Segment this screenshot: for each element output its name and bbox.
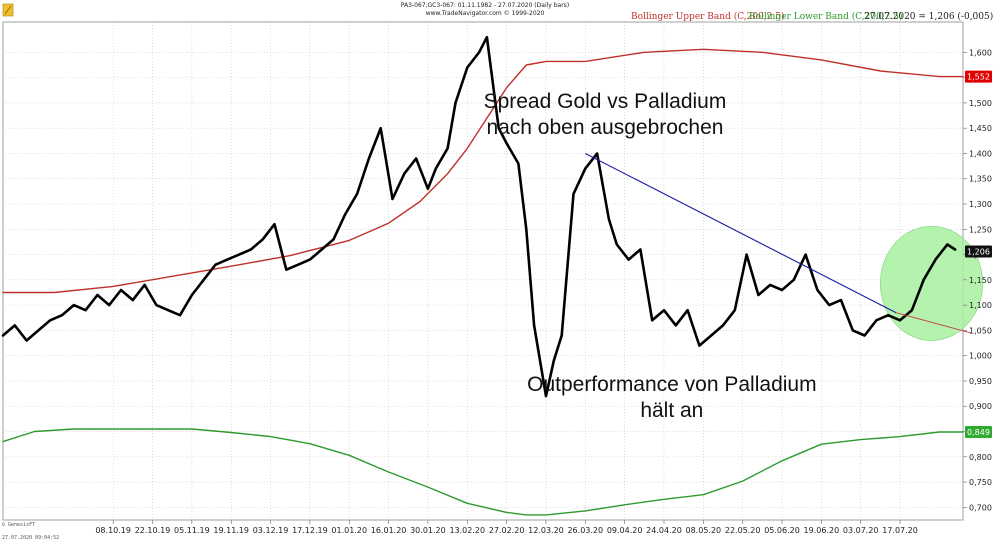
x-tick-label: 03.07.20 [843, 526, 879, 535]
footer-brand: © GenesisFT [2, 522, 35, 528]
x-tick-label: 30.01.20 [410, 526, 446, 535]
x-tick-label: 05.06.20 [764, 526, 800, 535]
logo-icon [2, 3, 14, 17]
y-tick-label: 1,500 [969, 99, 992, 108]
chart-header: PA3-067,GC3-067: 01.11.1982 - 27.07.2020… [401, 2, 569, 17]
annotation-1: Spread Gold vs Palladium nach oben ausgeb… [484, 90, 727, 139]
x-tick-label: 12.03.20 [528, 526, 564, 535]
resistance-trendline [585, 152, 897, 314]
y-tick-label: 1,400 [969, 149, 992, 158]
price-line [1, 35, 957, 398]
y-tick-label: 0,700 [969, 503, 992, 512]
header-symbol-line: PA3-067,GC3-067: 01.11.1982 - 27.07.2020… [401, 2, 569, 9]
y-tick-label: 0,800 [969, 453, 992, 462]
breakout-highlight [879, 225, 984, 341]
x-tick-label: 08.10.19 [95, 526, 131, 535]
x-tick-label: 16.01.20 [371, 526, 407, 535]
x-tick-label: 01.01.20 [331, 526, 367, 535]
annotation-line: Spread Gold vs Palladium [484, 90, 727, 113]
footer: © GenesisFT 27.07.2020 09:04:52 [2, 522, 59, 541]
x-tick-label: 22.10.19 [135, 526, 171, 535]
x-tick-label: 09.04.20 [607, 526, 643, 535]
x-tick-label: 03.12.19 [253, 526, 289, 535]
x-tick-label: 22.05.20 [725, 526, 761, 535]
legend-last-value: 27.07.2020 = 1,206 (-0,005) [864, 11, 993, 22]
y-tick-label: 0,750 [969, 478, 992, 487]
x-axis: 08.10.19 22.10.19 05.11.19 19.11.19 03.12.19… [95, 520, 918, 535]
trendlines [585, 152, 971, 334]
x-tick-label: 08.05.20 [686, 526, 722, 535]
y-tick-label: 1,000 [969, 352, 992, 361]
annotation-line: hält an [640, 399, 703, 422]
y-tick-label: 1,150 [969, 276, 992, 285]
x-tick-label: 13.02.20 [449, 526, 485, 535]
y-tick-label: 1,250 [969, 225, 992, 234]
y-tick-label: 0,950 [969, 377, 992, 386]
value-badge [965, 245, 992, 258]
annotations: Spread Gold vs Palladium nach oben ausgeb… [484, 90, 817, 422]
annotation-line: Outperformance von Palladium [527, 373, 816, 396]
x-tick-label: 17.12.19 [292, 526, 328, 535]
y-tick-label: 1,300 [969, 200, 992, 209]
footer-timestamp: 27.07.2020 09:04:52 [2, 535, 59, 541]
value-badge-label: 1,206 [967, 248, 990, 257]
legend-lower-band: Bollinger Lower Band (C,200,2.5) [749, 11, 903, 22]
grid [2, 21, 964, 521]
x-tick-label: 05.11.19 [174, 526, 210, 535]
y-tick-label: 0,900 [969, 402, 992, 411]
x-tick-label: 17.07.20 [882, 526, 918, 535]
value-badge-label: 0,849 [967, 428, 990, 437]
legend: Bollinger Upper Band (C,200,2.5) Bolling… [631, 11, 993, 22]
x-tick-label: 27.02.20 [489, 526, 525, 535]
lower-band-line [2, 428, 964, 516]
x-tick-label: 24.04.20 [646, 526, 682, 535]
legend-upper-band: Bollinger Upper Band (C,200,2.5) [631, 11, 785, 22]
x-tick-label: 19.06.20 [804, 526, 840, 535]
value-badge [965, 426, 992, 439]
annotation-line: nach oben ausgebrochen [486, 116, 723, 139]
annotation-2: Outperformance von Palladium hält an [527, 373, 816, 422]
value-badge-label: 1,552 [967, 73, 990, 82]
trendline-extension [895, 312, 971, 334]
value-badges: 1,552 1,206 0,849 [965, 70, 992, 439]
y-tick-label: 1,450 [969, 124, 992, 133]
upper-band-line [2, 48, 964, 294]
y-tick-label: 1,050 [969, 326, 992, 335]
series [1, 35, 964, 516]
y-tick-label: 1,600 [969, 48, 992, 57]
y-tick-label: 1,350 [969, 175, 992, 184]
y-axis: 0,7000,7500,8000,8500,9000,9501,0001,050… [963, 48, 992, 512]
value-badge [965, 70, 992, 83]
x-tick-label: 19.11.19 [213, 526, 249, 535]
y-tick-label: 1,100 [969, 301, 992, 310]
header-copyright-line: www.TradeNavigator.com © 1999-2020 [426, 10, 545, 17]
x-tick-label: 26.03.20 [567, 526, 603, 535]
